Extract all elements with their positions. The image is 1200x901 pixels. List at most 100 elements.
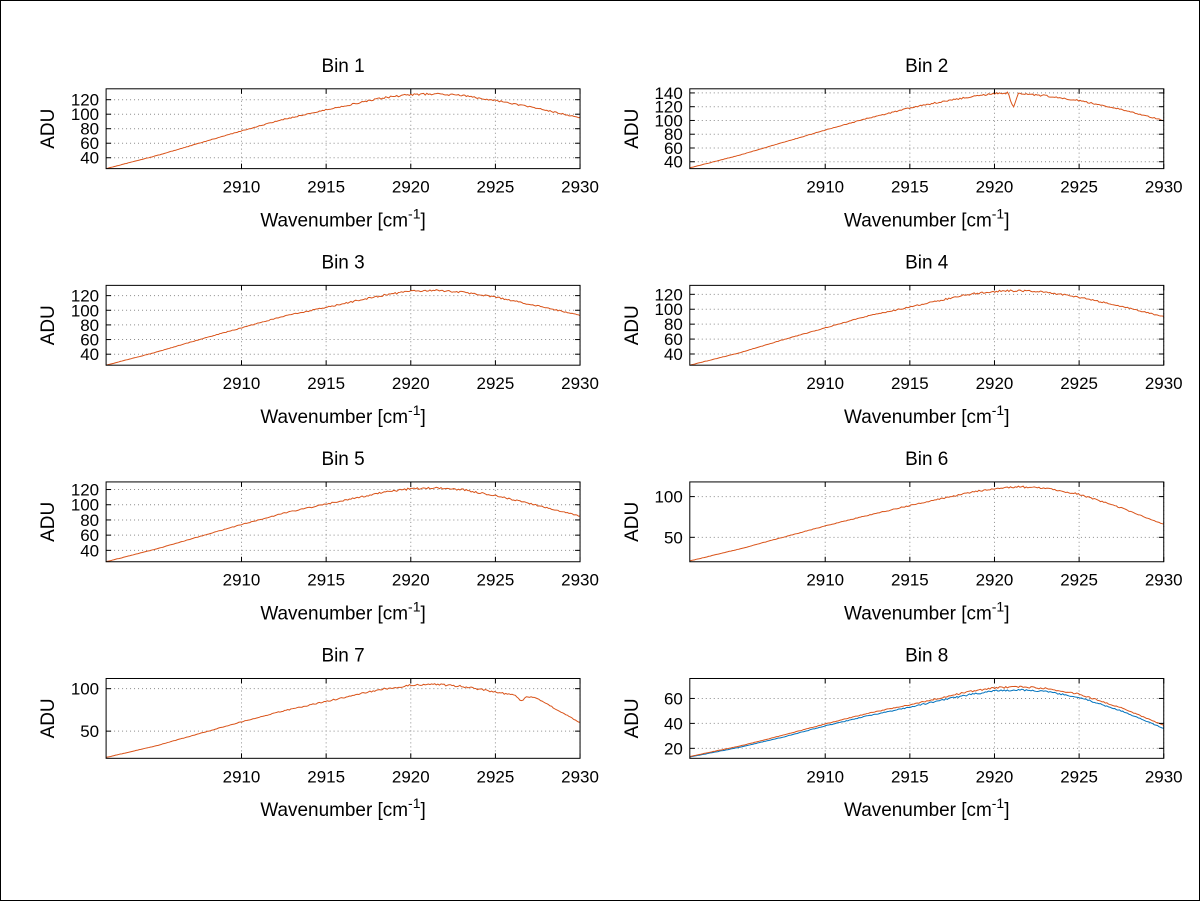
- x-tick-label: 2915: [891, 178, 929, 197]
- series-line-blue: [689, 688, 1164, 758]
- y-tick-label: 100: [655, 300, 683, 319]
- x-tick-label: 2925: [477, 178, 515, 197]
- y-tick-label: 60: [664, 330, 683, 349]
- y-tick-label: 100: [655, 488, 683, 507]
- y-tick-label: 80: [80, 120, 99, 139]
- y-tick-label: 80: [80, 316, 99, 335]
- subplot-title: Bin 7: [321, 646, 364, 667]
- x-tick-label: 2930: [561, 374, 599, 393]
- x-tick-label: 2930: [1145, 374, 1183, 393]
- y-tick-label: 60: [664, 689, 683, 708]
- subplot-title: Bin 6: [905, 449, 948, 470]
- y-axis-label: ADU: [622, 305, 643, 345]
- x-tick-label: 2930: [1145, 571, 1183, 590]
- x-tick-label: 2910: [806, 571, 844, 590]
- x-tick-label: 2915: [307, 178, 345, 197]
- y-tick-label: 20: [664, 739, 683, 758]
- subplot-title: Bin 4: [905, 252, 948, 273]
- x-axis-label: Wavenumber [cm-1]: [844, 795, 1009, 821]
- y-tick-label: 60: [80, 526, 99, 545]
- y-tick-label: 100: [71, 680, 99, 699]
- axes-box: [105, 481, 581, 563]
- x-tick-label: 2915: [891, 374, 929, 393]
- x-tick-label: 2910: [223, 374, 261, 393]
- subplot-bin-7: 2910 2915 2920 2925 2930 50 100 Bin 7 Wavenumber…: [38, 646, 599, 822]
- y-tick-label: 40: [664, 153, 683, 172]
- x-tick-label: 2910: [806, 374, 844, 393]
- x-tick-label: 2930: [561, 571, 599, 590]
- y-tick-label: 50: [80, 722, 99, 741]
- y-tick-label: 40: [80, 345, 99, 364]
- y-tick-label: 60: [80, 134, 99, 153]
- x-tick-label: 2910: [223, 178, 261, 197]
- y-tick-label: 60: [664, 139, 683, 158]
- y-tick-label: 120: [655, 285, 683, 304]
- y-tick-label: 120: [71, 91, 99, 110]
- y-tick-label: 100: [71, 496, 99, 515]
- x-axis-label: Wavenumber [cm-1]: [260, 599, 425, 625]
- subplot-title: Bin 2: [905, 56, 948, 77]
- x-tick-label: 2915: [307, 374, 345, 393]
- y-axis-label: ADU: [622, 109, 643, 149]
- series-line-orange: [689, 485, 1164, 562]
- y-axis-label: ADU: [38, 698, 59, 738]
- x-tick-label: 2925: [1060, 374, 1098, 393]
- series-line-orange: [689, 91, 1164, 169]
- y-tick-label: 40: [80, 541, 99, 560]
- series-line-orange: [106, 92, 581, 170]
- x-tick-label: 2925: [477, 571, 515, 590]
- subplot-bin-6: 2910 2915 2920 2925 2930 50 100 Bin 6 Wavenumber…: [622, 449, 1183, 625]
- x-tick-label: 2925: [477, 374, 515, 393]
- x-tick-label: 2920: [976, 767, 1014, 786]
- axes-box: [105, 677, 581, 759]
- x-tick-label: 2920: [976, 374, 1014, 393]
- y-tick-label: 80: [664, 125, 683, 144]
- series-line-orange: [105, 289, 581, 366]
- y-tick-label: 120: [655, 98, 683, 117]
- x-tick-label: 2910: [223, 571, 261, 590]
- y-tick-label: 40: [664, 345, 683, 364]
- subplot-title: Bin 5: [321, 449, 364, 470]
- series-line-orange: [105, 486, 581, 563]
- x-tick-label: 2910: [806, 767, 844, 786]
- y-tick-label: 40: [80, 149, 99, 168]
- x-tick-label: 2930: [561, 178, 599, 197]
- series-line-orange: [689, 685, 1164, 757]
- x-axis-label: Wavenumber [cm-1]: [844, 599, 1009, 625]
- y-tick-label: 80: [80, 511, 99, 530]
- x-tick-label: 2920: [392, 571, 430, 590]
- x-tick-label: 2920: [392, 767, 430, 786]
- y-tick-label: 140: [655, 84, 683, 103]
- y-axis-label: ADU: [38, 502, 59, 542]
- subplot-title: Bin 3: [321, 252, 364, 273]
- y-axis-label: ADU: [622, 698, 643, 738]
- y-tick-label: 40: [664, 714, 683, 733]
- y-tick-label: 60: [80, 331, 99, 350]
- x-tick-label: 2925: [477, 767, 515, 786]
- y-tick-label: 100: [71, 105, 99, 124]
- x-tick-label: 2915: [891, 571, 929, 590]
- y-axis-label: ADU: [622, 502, 643, 542]
- x-tick-label: 2910: [223, 767, 261, 786]
- axes-box: [689, 88, 1165, 170]
- y-tick-label: 80: [664, 315, 683, 334]
- x-tick-label: 2920: [976, 571, 1014, 590]
- subplot-title: Bin 8: [905, 646, 948, 667]
- x-tick-label: 2925: [1060, 178, 1098, 197]
- x-tick-label: 2915: [307, 767, 345, 786]
- x-axis-label: Wavenumber [cm-1]: [260, 206, 425, 232]
- y-tick-label: 120: [71, 287, 99, 306]
- y-tick-label: 100: [71, 301, 99, 320]
- axes-box: [689, 677, 1165, 759]
- x-tick-label: 2925: [1060, 767, 1098, 786]
- x-tick-label: 2925: [1060, 571, 1098, 590]
- x-tick-label: 2915: [307, 571, 345, 590]
- x-tick-label: 2930: [1145, 178, 1183, 197]
- series-line-orange: [105, 683, 581, 758]
